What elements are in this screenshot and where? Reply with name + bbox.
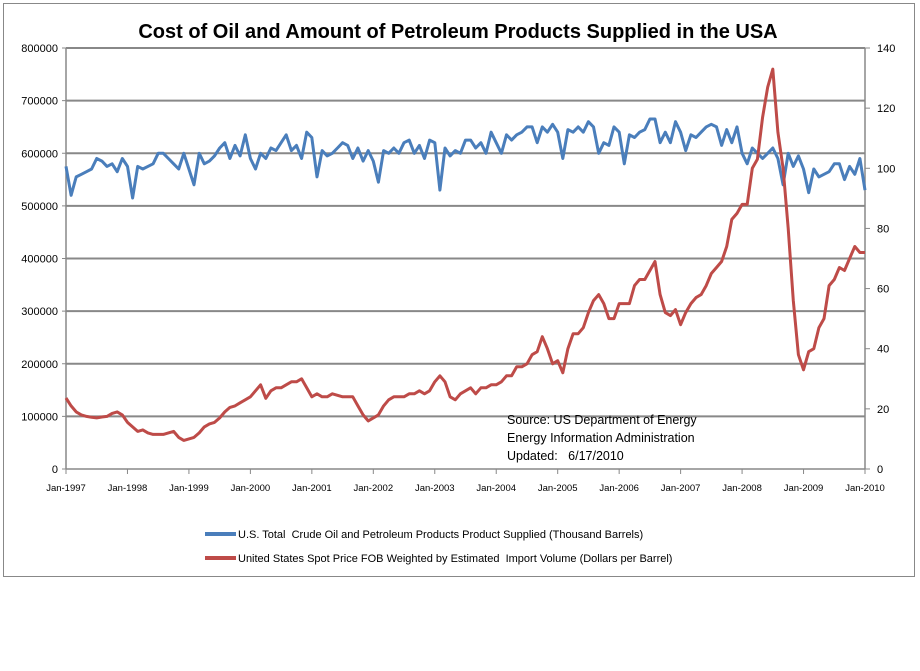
- annotation-line-1: Source: US Department of Energy: [507, 413, 697, 427]
- x-axis-tick-label: Jan-2009: [784, 483, 824, 494]
- right-axis-tick-label: 60: [877, 284, 889, 296]
- legend: U.S. Total Crude Oil and Petroleum Produ…: [205, 529, 672, 565]
- x-axis-tick-label: Jan-2004: [476, 483, 516, 494]
- x-axis-tick-label: Jan-2008: [722, 483, 762, 494]
- left-axis-tick-label: 300000: [21, 306, 58, 318]
- legend-label-price: United States Spot Price FOB Weighted by…: [238, 553, 672, 565]
- series-line-supply: [64, 117, 867, 200]
- right-axis-tick-label: 100: [877, 163, 895, 175]
- right-axis-tick-label: 40: [877, 344, 889, 356]
- left-axis-tick-label: 200000: [21, 359, 58, 371]
- x-axis-tick-label: Jan-2001: [292, 483, 332, 494]
- x-axis-tick-label: Jan-2000: [231, 483, 271, 494]
- x-axis-tick-label: Jan-2006: [599, 483, 639, 494]
- left-axis-tick-label: 700000: [21, 96, 58, 108]
- gridlines: [66, 47, 865, 418]
- source-annotation: Source: US Department of Energy Energy I…: [507, 413, 697, 463]
- x-axis-tick-label: Jan-2002: [353, 483, 393, 494]
- left-axis-tick-label: 400000: [21, 254, 58, 266]
- right-axis-tick-label: 80: [877, 223, 889, 235]
- left-axis-tick-label: 0: [52, 464, 58, 476]
- series-line-price: [64, 67, 865, 442]
- right-axis-tick-label: 120: [877, 103, 895, 115]
- left-axis-tick-label: 100000: [21, 411, 58, 423]
- x-axis-tick-label: Jan-1999: [169, 483, 209, 494]
- x-axis-tick-label: Jan-2003: [415, 483, 455, 494]
- x-axis-tick-label: Jan-1997: [46, 483, 86, 494]
- left-axis-tick-label: 500000: [21, 201, 58, 213]
- x-axis-tick-label: Jan-1998: [108, 483, 148, 494]
- x-axis-tick-label: Jan-2010: [845, 483, 885, 494]
- chart-border: [3, 3, 915, 577]
- annotation-line-3: Updated: 6/17/2010: [507, 449, 624, 463]
- x-axis-tick-label: Jan-2005: [538, 483, 578, 494]
- annotation-line-2: Energy Information Administration: [507, 431, 695, 445]
- x-axis-tick-label: Jan-2007: [661, 483, 701, 494]
- left-axis-tick-label: 800000: [21, 43, 58, 55]
- chart-title: Cost of Oil and Amount of Petroleum Prod…: [138, 21, 777, 43]
- axes: 0 100000 200000 300000 400000 500000 600000 700…: [21, 43, 895, 494]
- right-axis-tick-label: 140: [877, 43, 895, 55]
- right-axis-tick-label: 0: [877, 464, 883, 476]
- left-axis-tick-label: 600000: [21, 148, 58, 160]
- series-lines: [64, 67, 867, 442]
- legend-label-supply: U.S. Total Crude Oil and Petroleum Produ…: [238, 529, 643, 541]
- right-axis-tick-label: 20: [877, 404, 889, 416]
